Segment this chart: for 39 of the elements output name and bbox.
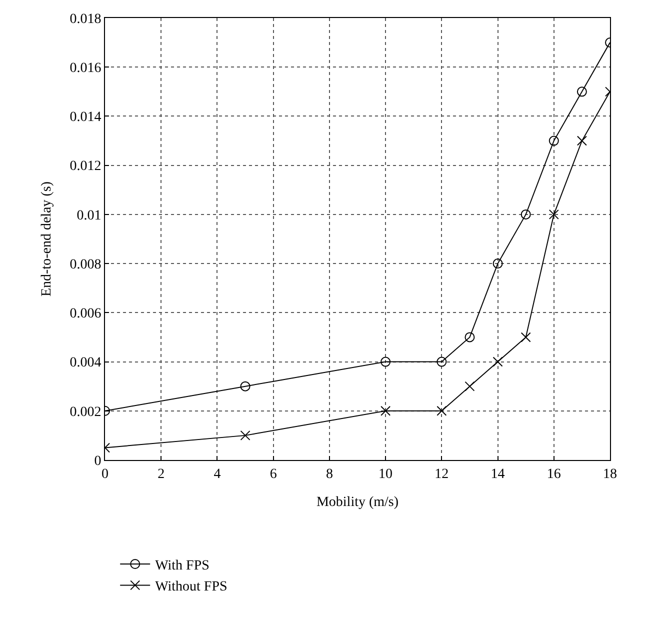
legend-label: With FPS [155, 558, 210, 574]
point [520, 209, 531, 220]
y-tick-label: 0.018 [70, 12, 102, 27]
point [520, 332, 531, 342]
x-tick-label: 4 [214, 466, 221, 482]
point [464, 332, 475, 342]
point [380, 356, 391, 367]
y-tick-label: 0 [94, 454, 102, 469]
x-tick-label: 6 [270, 466, 277, 482]
point [492, 258, 503, 269]
y-tick-label: 0.004 [70, 356, 102, 371]
x-tick-label: 18 [603, 466, 617, 482]
x-tick-label: 16 [546, 466, 561, 482]
x-tick-label: 14 [490, 466, 505, 482]
point [240, 381, 250, 392]
legend-label: Without FPS [155, 580, 228, 595]
point [492, 356, 503, 367]
point [576, 136, 587, 146]
point [436, 406, 447, 416]
x-tick-label: 10 [378, 466, 393, 482]
point [436, 356, 447, 367]
y-tick-label: 0.002 [70, 404, 102, 420]
y-tick-label: 0.016 [70, 61, 102, 76]
point [240, 430, 250, 440]
point [464, 381, 475, 392]
y-tick-label: 0.01 [76, 208, 102, 224]
y-tick-label: 0.008 [70, 257, 102, 272]
x-tick-label: 8 [326, 466, 333, 482]
point [380, 406, 391, 416]
x-tick-label: 12 [434, 466, 449, 482]
y-axis-title: End-to-end delay (s) [39, 181, 54, 297]
y-tick-label: 0.012 [70, 159, 102, 174]
x-tick-label: 2 [158, 466, 165, 482]
y-tick-label: 0.006 [70, 306, 102, 322]
y-tick-label: 0.014 [70, 110, 102, 126]
x-axis-title: Mobility (m/s) [316, 495, 399, 510]
point [548, 136, 559, 146]
point [548, 209, 559, 220]
point [576, 86, 587, 97]
